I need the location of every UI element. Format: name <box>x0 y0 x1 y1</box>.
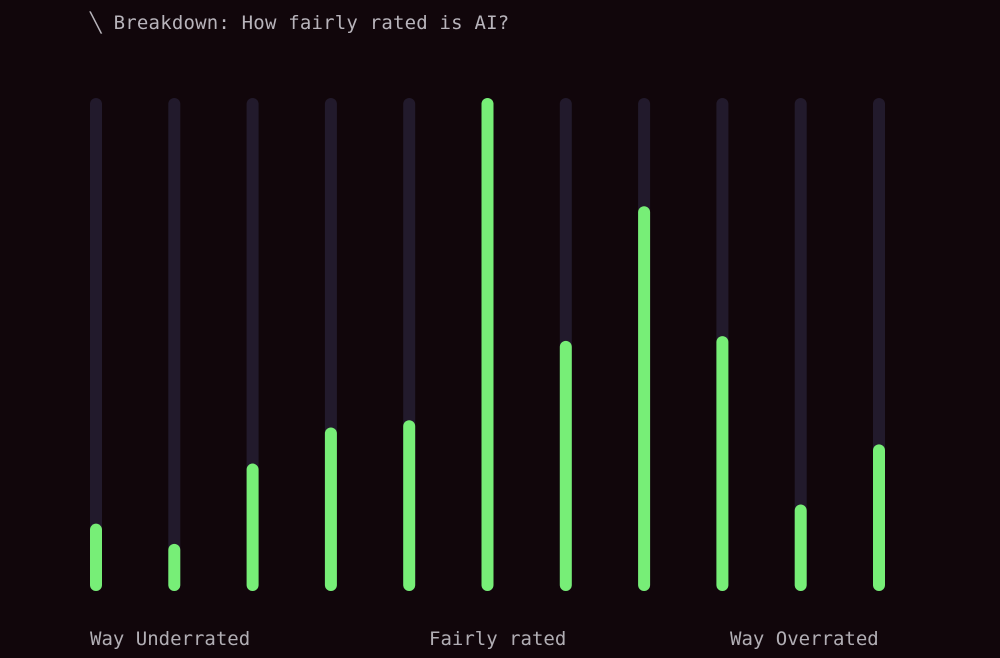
x-label-way-overrated: Way Overrated <box>730 628 879 650</box>
chart-title: ╲ Breakdown: How fairly rated is AI? <box>90 12 509 34</box>
x-label-way-underrated: Way Underrated <box>90 628 251 650</box>
backslash-icon: ╲ <box>90 12 102 34</box>
chart-title-text: Breakdown: How fairly rated is AI? <box>113 12 510 34</box>
x-label-fairly-rated: Fairly rated <box>429 628 567 650</box>
